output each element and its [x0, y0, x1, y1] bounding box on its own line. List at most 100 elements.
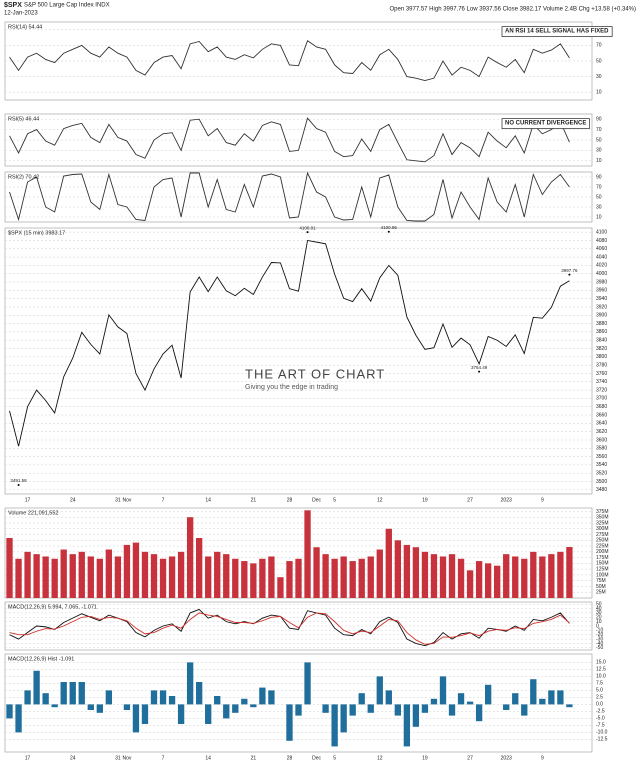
y-tick-label: -50: [596, 645, 603, 651]
quote: Open 3977.57 High 3997.76 Low 3937.56 Cl…: [389, 7, 636, 13]
bar: [512, 693, 519, 705]
bar: [295, 558, 302, 598]
y-tick-label: 90: [596, 174, 602, 180]
annotation-point: [478, 370, 481, 373]
panel-note: NO CURRENT DIVERGENCE: [505, 121, 586, 127]
bar: [367, 556, 374, 598]
bar: [521, 558, 528, 598]
y-tick-label: 30: [596, 204, 602, 210]
bar: [232, 704, 239, 713]
note-box: [501, 118, 590, 129]
bar: [60, 549, 67, 598]
bar: [376, 676, 383, 705]
y-tick-label: 7.5: [596, 681, 603, 687]
y-tick-label: 12.5: [596, 667, 606, 673]
bar: [530, 551, 537, 598]
x-tick-label: 12: [377, 755, 383, 761]
bar: [69, 554, 76, 598]
annotation-label: 4100.96: [381, 225, 398, 230]
y-tick-label: -40: [596, 641, 603, 647]
bar: [96, 704, 103, 713]
bar: [241, 561, 248, 598]
bar: [349, 704, 356, 716]
y-tick-label: -5.0: [596, 716, 605, 722]
bar: [132, 704, 140, 733]
bar: [114, 556, 122, 598]
panel-title: RSI(2) 70.42: [8, 174, 39, 180]
y-tick-label: 3820: [596, 346, 607, 352]
bar: [33, 670, 40, 705]
x-tick-label: 2023: [501, 755, 512, 761]
bar: [214, 696, 221, 705]
bar: [340, 556, 347, 598]
data-line: [9, 171, 570, 222]
x-tick-label: Dec: [312, 497, 321, 503]
y-tick-label: 4040: [596, 254, 607, 260]
x-tick-label: 14: [205, 755, 211, 761]
y-tick-label: 3760: [596, 371, 607, 377]
bar: [421, 704, 429, 713]
data-line: [9, 239, 570, 447]
bar: [412, 704, 420, 727]
x-tick-label: 17: [25, 497, 31, 503]
bar: [548, 554, 555, 598]
y-tick-label: 125M: [596, 566, 609, 572]
y-tick-label: 3960: [596, 288, 607, 294]
y-tick-label: -2.5: [596, 709, 605, 715]
bar: [304, 662, 311, 705]
annotation-point: [568, 273, 571, 276]
y-tick-label: 200M: [596, 549, 609, 555]
bar: [132, 542, 140, 598]
bar: [268, 556, 275, 598]
bar: [205, 556, 212, 598]
x-tick-label: Nov: [122, 497, 131, 503]
bar: [439, 556, 447, 598]
bar: [295, 704, 302, 716]
y-tick-label: 2.5: [596, 695, 603, 701]
bar: [186, 662, 194, 705]
x-tick-label: 28: [287, 755, 293, 761]
panel-frame: [4, 653, 593, 753]
y-tick-label: 3720: [596, 387, 607, 393]
bar: [367, 704, 374, 713]
x-tick-label: 27: [467, 497, 473, 503]
bar: [521, 704, 528, 716]
bar: [6, 538, 13, 598]
y-tick-label: 3700: [596, 396, 607, 402]
bar: [430, 554, 438, 598]
data-line: [9, 117, 570, 163]
bar: [403, 544, 411, 598]
data-line: [9, 612, 570, 645]
y-tick-label: 4020: [596, 263, 607, 269]
y-tick-label: 10.0: [596, 674, 606, 680]
x-tick-label: 24: [70, 497, 76, 503]
x-tick-label: 7: [162, 755, 165, 761]
y-tick-label: 3940: [596, 296, 607, 302]
x-tick-label: Dec: [312, 755, 321, 761]
y-tick-label: 175M: [596, 555, 609, 561]
y-tick-label: -20: [596, 632, 603, 638]
bar: [421, 551, 429, 598]
annotation-label: 4100.01: [299, 225, 316, 230]
bar: [78, 551, 85, 598]
y-tick-label: 3880: [596, 321, 607, 327]
bar: [340, 704, 347, 733]
y-tick-label: 25M: [596, 590, 606, 596]
y-tick-label: 3800: [596, 354, 607, 360]
y-tick-label: 275M: [596, 532, 609, 538]
bar: [223, 554, 230, 598]
bar: [259, 687, 266, 705]
bar: [385, 690, 392, 705]
x-tick-label: 19: [422, 755, 428, 761]
data-line: [9, 40, 570, 81]
x-tick-label: 14: [205, 497, 211, 503]
bar: [286, 704, 293, 741]
bar: [512, 556, 519, 598]
y-tick-label: 375M: [596, 509, 609, 515]
watermark-subtitle: Giving you the edge in trading: [245, 384, 338, 391]
y-tick-label: 4080: [596, 238, 607, 244]
bar: [51, 704, 58, 708]
bar: [33, 554, 40, 598]
bar: [503, 554, 510, 598]
y-tick-label: -10: [596, 628, 603, 634]
